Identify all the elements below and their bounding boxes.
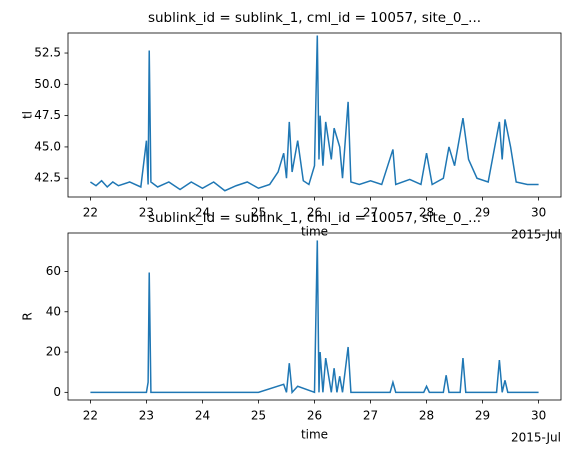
y-tick-label: 50.0 <box>34 77 61 91</box>
y-tick-label: 40 <box>46 304 61 318</box>
data-line <box>89 35 539 192</box>
x-tick-label: 28 <box>419 206 434 220</box>
x-tick-label: 26 <box>307 206 322 220</box>
y-tick-label: 20 <box>46 345 61 359</box>
x-offset-label: 2015-Jul <box>511 431 561 445</box>
y-axis-label: tl <box>21 111 35 119</box>
y-tick-label: 45.0 <box>34 139 61 153</box>
y-axis-label: R <box>21 312 35 320</box>
x-tick-label: 25 <box>251 409 266 423</box>
x-tick-label: 25 <box>251 206 266 220</box>
x-tick-label: 22 <box>83 409 98 423</box>
data-line <box>90 240 539 395</box>
y-tick-label: 47.5 <box>34 108 61 122</box>
x-tick-label: 24 <box>195 409 210 423</box>
y-tick-label: 42.5 <box>34 171 61 185</box>
y-tick-label: 52.5 <box>34 46 61 60</box>
x-tick-label: 23 <box>139 206 154 220</box>
y-tick-label: 0 <box>53 385 61 399</box>
x-tick-label: 30 <box>531 206 546 220</box>
y-tick-label: 60 <box>46 264 61 278</box>
x-tick-label: 27 <box>363 206 378 220</box>
x-tick-label: 27 <box>363 409 378 423</box>
chart-title: sublink_id = sublink_1, cml_id = 10057, … <box>148 10 481 26</box>
x-tick-label: 22 <box>83 206 98 220</box>
x-tick-label: 26 <box>307 409 322 423</box>
x-tick-label: 28 <box>419 409 434 423</box>
x-offset-label: 2015-Jul <box>511 228 561 242</box>
x-tick-label: 24 <box>195 206 210 220</box>
x-tick-label: 30 <box>531 409 546 423</box>
x-tick-label: 29 <box>475 409 490 423</box>
x-tick-label: 23 <box>139 409 154 423</box>
chart-title: sublink_id = sublink_1, cml_id = 10057, … <box>148 210 481 226</box>
x-axis-label: time <box>301 428 328 442</box>
x-axis-label: time <box>301 225 328 239</box>
x-tick-label: 29 <box>475 206 490 220</box>
